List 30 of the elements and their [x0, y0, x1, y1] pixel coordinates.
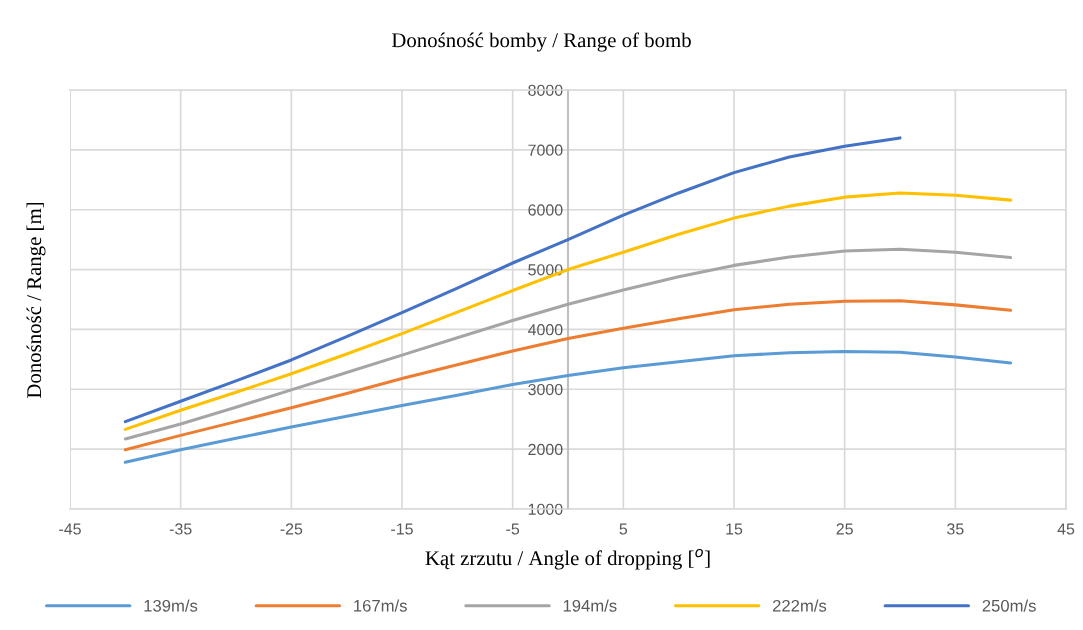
x-tick-label: -15	[391, 523, 413, 535]
legend-label: 250m/s	[982, 599, 1036, 612]
x-tick-label: -35	[169, 523, 192, 535]
line-series	[123, 350, 1013, 464]
line-series	[123, 247, 1013, 441]
x-tick-label: 35	[947, 523, 964, 535]
x-tick-label: -25	[280, 523, 303, 535]
legend-label: 139m/s	[144, 599, 198, 612]
line-series	[123, 136, 902, 424]
y-tick-label: 7000	[528, 144, 563, 156]
y-tick-label: 2000	[528, 443, 563, 456]
y-tick-label: 4000	[527, 324, 563, 336]
y-tick-label: 5000	[528, 264, 563, 276]
y-tick-label: 1000	[528, 503, 563, 515]
x-tick-label: -45	[59, 523, 81, 535]
legend-label: 222m/s	[773, 599, 827, 612]
y-tick-label: 8000	[528, 84, 563, 96]
x-tick-label: 5	[619, 523, 628, 535]
legend-label: 194m/s	[563, 599, 617, 612]
x-tick-label: -5	[506, 523, 520, 535]
x-tick-label: 15	[726, 523, 743, 535]
y-axis-title: Donośność / Range [m]	[26, 202, 46, 399]
x-tick-label: 25	[836, 523, 853, 535]
x-tick-label: 45	[1057, 523, 1075, 535]
legend-label: 167m/s	[354, 599, 407, 612]
y-tick-label: 3000	[528, 383, 563, 396]
line-series	[123, 191, 1013, 431]
chart-title: Donośność bomby / Range of bomb	[391, 32, 691, 52]
x-axis-title: Kąt zrzutu / Angle of dropping [$^{o}$]	[425, 548, 710, 570]
y-tick-label: 6000	[528, 204, 563, 216]
